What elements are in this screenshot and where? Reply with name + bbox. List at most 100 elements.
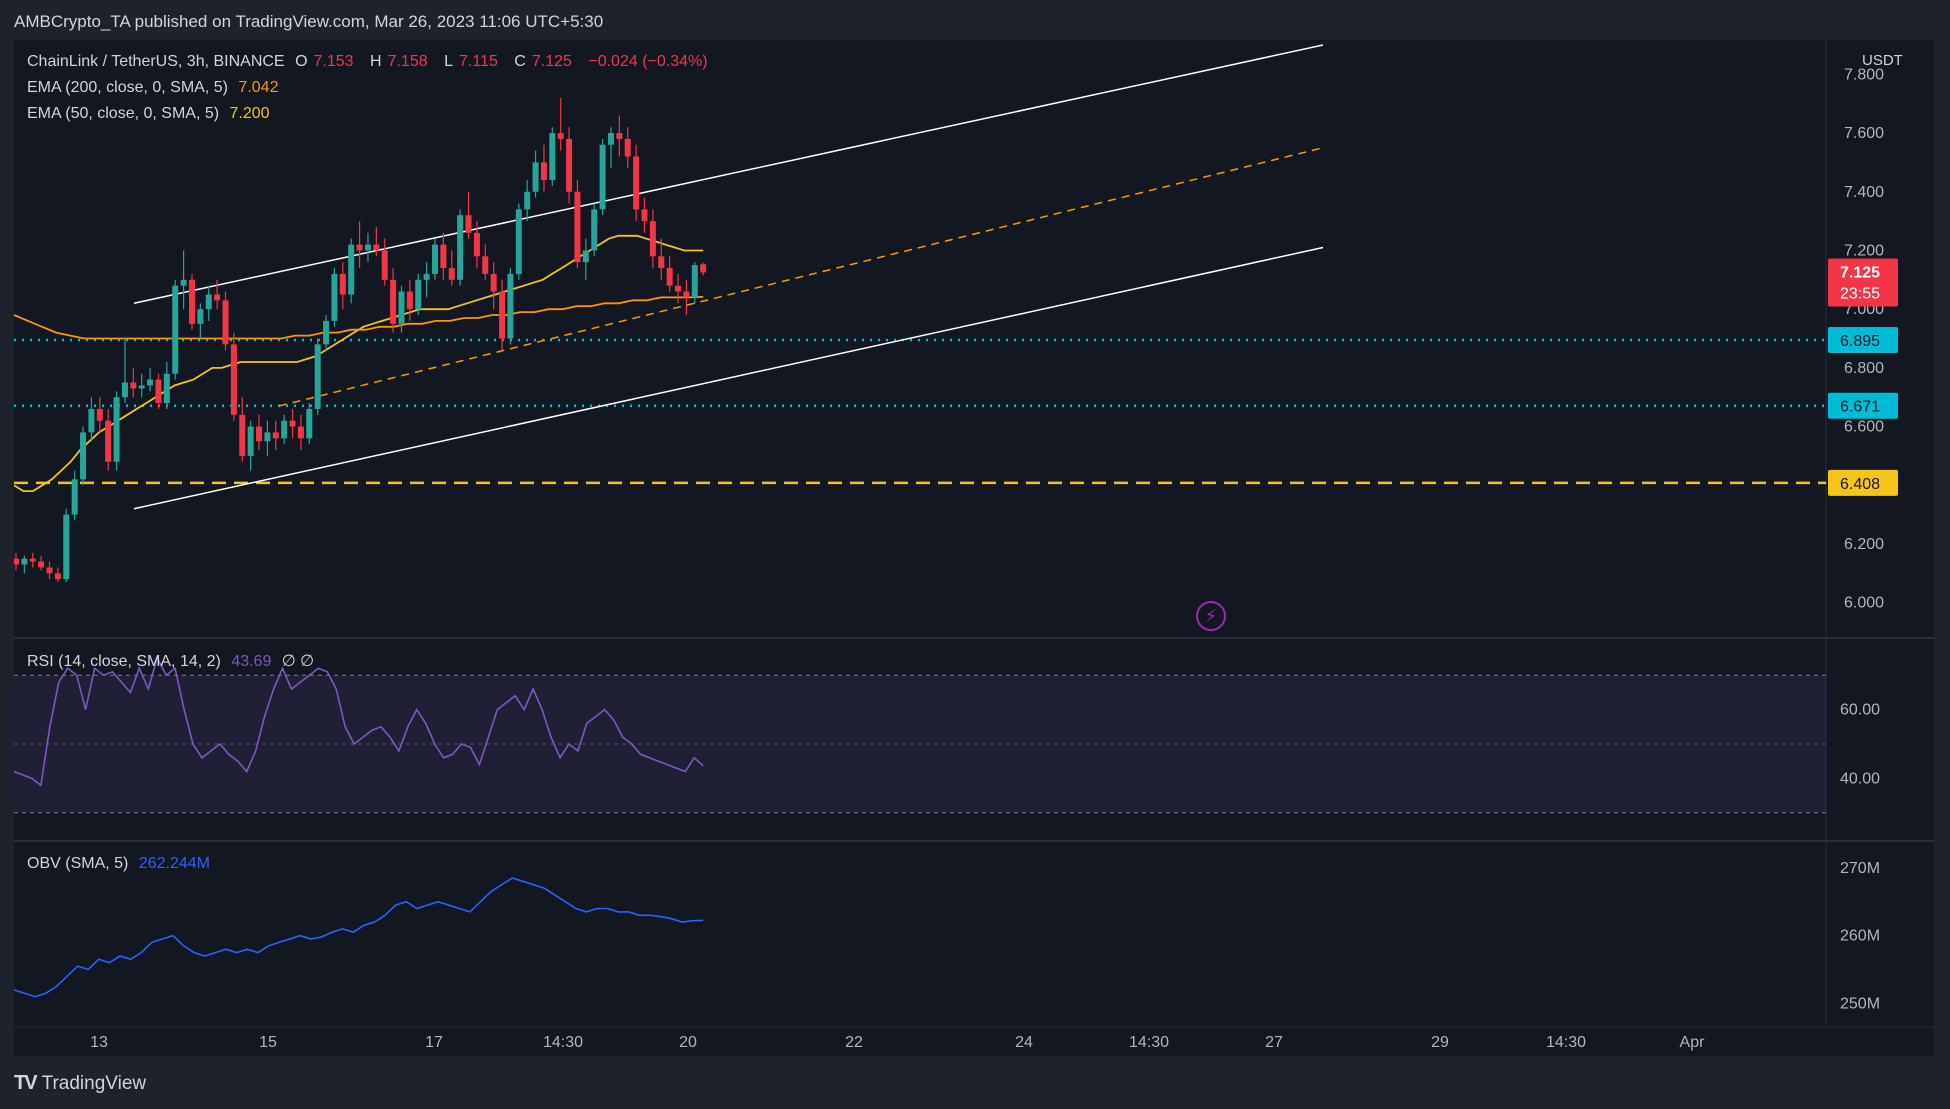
obv-value: 262.244M [138,855,210,872]
level-price-badge [1828,326,1898,353]
candle-body [700,264,707,273]
price-tick: 6.000 [1844,595,1884,612]
rsi-legend[interactable]: RSI (14, close, SMA, 14, 2) 43.69 ∅ ∅ [27,651,320,671]
ema50-label[interactable]: EMA (50, close, 0, SMA, 5) [27,105,220,122]
candle-body [390,279,397,324]
price-tick: 7.400 [1844,184,1884,201]
rsi-value: 43.69 [231,653,272,670]
ohlc-open: O 7.153 [295,53,360,70]
candle-body [440,244,447,269]
rsi-extra: ∅ ∅ [281,653,315,670]
candle-body [348,244,355,295]
level-price-label: 6.671 [1840,399,1880,416]
open-value: 7.153 [313,53,354,70]
bar-countdown-label: 23:55 [1840,285,1880,302]
symbol-name[interactable]: ChainLink / TetherUS, 3h, BINANCE [27,53,285,70]
obv-label[interactable]: OBV (SMA, 5) [27,855,129,872]
candle-body [582,250,589,263]
time-tick: 13 [90,1034,108,1051]
candle-body [599,144,606,210]
candle-body [364,244,371,251]
ema200-legend[interactable]: EMA (200, close, 0, SMA, 5) 7.042 [27,79,284,97]
time-tick: Apr [1680,1034,1706,1051]
candle-body [88,408,95,433]
candle-body [398,291,405,324]
level-price-badge [1828,392,1898,419]
candle-body [465,215,472,233]
obv-tick: 260M [1840,928,1880,945]
candle-body [448,268,455,280]
candle-body [314,344,321,409]
level-price-badge [1828,469,1898,496]
brand-name: TradingView [41,1072,147,1094]
candle-body [532,162,539,192]
candle-body [113,397,120,462]
price-tick: 6.200 [1844,536,1884,553]
candle-body [272,432,279,439]
candle-body [549,133,556,181]
high-value: 7.158 [387,53,428,70]
candle-body [205,294,212,310]
ema50-legend[interactable]: EMA (50, close, 0, SMA, 5) 7.200 [27,105,276,123]
candle-body [214,294,221,301]
candle-body [138,385,145,389]
candle-body [691,265,698,298]
candle-body [323,320,330,345]
candle-body [188,279,195,324]
symbol-legend[interactable]: ChainLink / TetherUS, 3h, BINANCE O 7.153… [27,53,714,71]
ema50-value: 7.200 [229,105,270,122]
channel-lower-line [133,246,1324,510]
close-label: C [514,53,526,70]
candle-body [197,309,204,324]
obv-legend[interactable]: OBV (SMA, 5) 262.244M [27,855,216,873]
rsi-tick: 40.00 [1840,770,1880,787]
candle-body [239,414,246,456]
candle-body [96,408,103,421]
current-price-label: 7.125 [1840,264,1880,281]
candle-body [180,279,187,286]
candle-body [406,291,413,310]
candle-body [147,379,154,386]
candle-body [666,268,673,286]
ohlc-close: C 7.125 [514,53,578,70]
time-tick: 27 [1265,1034,1283,1051]
chart-canvas[interactable]: USDT7.8007.6007.4007.2007.0006.8006.6006… [14,40,1934,1056]
candle-body [457,215,464,280]
rsi-tick: 60.00 [1840,702,1880,719]
candle-body [658,256,665,269]
price-tick: 7.800 [1844,66,1884,83]
candle-body [21,558,28,565]
candle-body [473,232,480,257]
candle-body [641,209,648,222]
candle-body [557,133,564,139]
ema200-label[interactable]: EMA (200, close, 0, SMA, 5) [27,79,228,96]
open-label: O [295,53,308,70]
rsi-label[interactable]: RSI (14, close, SMA, 14, 2) [27,653,221,670]
candle-body [624,138,631,157]
obv-tick: 250M [1840,995,1880,1012]
candle-body [524,191,531,210]
chart-frame[interactable]: USDT 7.800 7.600 7.400 7.200 7.000 6.800 6.600 6… [14,40,1934,1056]
price-tick: 6.600 [1844,419,1884,436]
level-price-label: 6.895 [1840,333,1880,350]
candle-body [172,285,179,374]
tradingview-logo[interactable]: TV TradingView [14,1072,146,1095]
candle-body [607,133,614,145]
ohlc-high: H 7.158 [370,53,434,70]
candle-body [540,162,547,181]
level-price-label: 6.408 [1840,476,1880,493]
tradingview-mark-icon: TV [14,1072,38,1094]
time-tick: 29 [1431,1034,1449,1051]
currency-label: USDT [1862,52,1903,69]
candle-body [574,191,581,263]
candle-body [80,432,87,480]
candle-body [247,426,254,456]
channel-median-line [278,146,1324,407]
ema200-line [14,295,704,340]
ema200-value: 7.042 [238,79,279,96]
current-price-badge [1828,258,1898,307]
lightning-alert-icon[interactable]: ⚡ [1196,601,1226,631]
candle-body [264,432,271,442]
candle-body [490,273,497,292]
candle-body [289,420,296,427]
